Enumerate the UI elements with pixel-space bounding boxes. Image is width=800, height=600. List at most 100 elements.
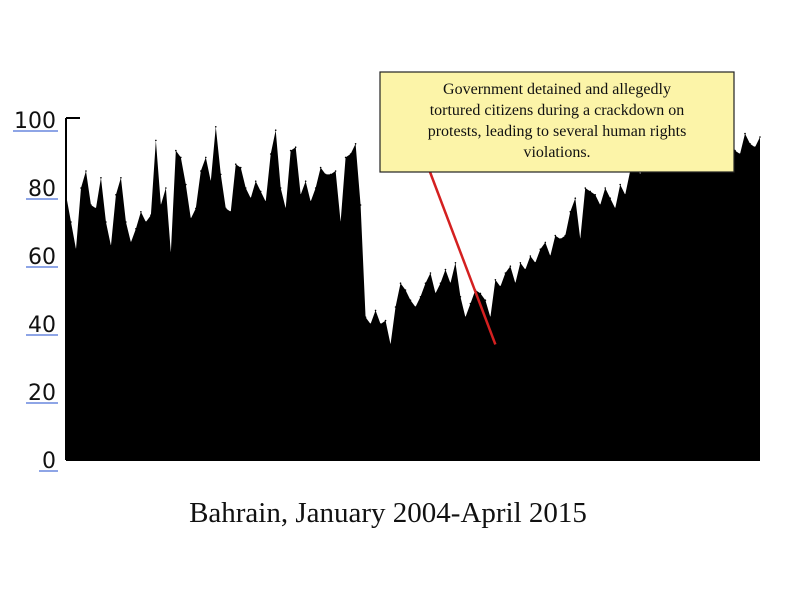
data-point-2009-12 <box>419 296 422 298</box>
annotation-line-1: Government detained and allegedly <box>443 81 671 98</box>
data-point-2013-04 <box>619 183 621 186</box>
data-point-2012-01 <box>544 241 547 244</box>
data-point-2004-08 <box>100 177 102 179</box>
data-point-2010-08 <box>459 296 462 298</box>
data-point-2005-02 <box>130 241 132 244</box>
data-point-2009-05 <box>384 319 387 322</box>
data-point-2005-05 <box>145 221 147 223</box>
data-point-2010-10 <box>469 302 472 305</box>
data-point-undefined <box>749 143 751 145</box>
data-point-2012-11 <box>594 194 597 196</box>
data-point-2010-03 <box>434 292 437 295</box>
data-point-2008-02 <box>309 200 312 203</box>
data-point-2012-07 <box>574 197 577 199</box>
data-point-2009-08 <box>399 282 402 285</box>
annotation: Government detained and allegedly torture… <box>379 71 735 345</box>
y-tick-label-20: 20 <box>28 381 56 406</box>
data-point-2009-11 <box>414 306 417 308</box>
data-point-2004-06 <box>90 204 92 206</box>
data-point-2011-05 <box>504 272 507 274</box>
data-point-2007-03 <box>254 180 257 182</box>
chart-title: Bahrain, January 2004-April 2015 <box>189 497 587 529</box>
data-point-2010-04 <box>439 282 442 285</box>
annotation-line-2: tortured citizens during a crackdown on <box>430 102 685 119</box>
data-point-2008-07 <box>334 170 337 172</box>
data-point-2010-06 <box>449 282 452 285</box>
data-point-2012-08 <box>579 238 582 240</box>
data-point-2012-04 <box>559 238 562 240</box>
data-point-2012-02 <box>549 255 552 257</box>
data-point-2012-06 <box>569 211 572 213</box>
data-point-2004-09 <box>105 221 107 223</box>
data-point-2009-03 <box>374 309 377 312</box>
annotation-text: Government detained and allegedly torture… <box>428 81 687 161</box>
data-point-2011-08 <box>519 262 522 264</box>
data-point-2011-04 <box>499 285 502 288</box>
annotation-line-4: violations. <box>523 144 590 161</box>
data-point-2009-06 <box>389 343 392 346</box>
data-point-2011-01 <box>484 299 487 302</box>
data-point-2011-11 <box>534 262 537 264</box>
data-point-2004-10 <box>110 245 112 247</box>
data-point-2004-05 <box>85 170 87 172</box>
data-point-2008-11 <box>354 143 357 145</box>
data-point-2008-06 <box>329 173 332 176</box>
data-point-2004-02 <box>70 221 72 223</box>
data-point-2009-09 <box>404 289 407 291</box>
data-point-2004-03 <box>75 248 77 250</box>
data-point-2005-08 <box>160 204 162 206</box>
data-point-2009-01 <box>364 316 367 319</box>
data-point-2009-10 <box>409 299 412 302</box>
data-point-2010-09 <box>464 316 467 319</box>
data-point-2011-10 <box>529 255 532 257</box>
data-point-2005-09 <box>165 187 167 189</box>
data-point-2013-08 <box>639 173 641 176</box>
series-area-path <box>66 120 760 460</box>
data-point-2004-01 <box>65 194 67 196</box>
data-point-2005-04 <box>140 211 142 213</box>
data-point-2007-01 <box>244 187 247 189</box>
y-tick-label-80: 80 <box>28 177 56 202</box>
data-point-2005-01 <box>125 221 127 223</box>
data-point-2005-11 <box>175 149 177 152</box>
data-point-2005-12 <box>180 156 182 159</box>
data-point-undefined <box>754 146 756 148</box>
y-tick-label-60: 60 <box>28 245 56 270</box>
data-point-2008-12 <box>359 204 362 206</box>
data-point-2004-07 <box>95 207 97 210</box>
data-point-2013-03 <box>614 207 617 210</box>
data-point-2011-03 <box>494 279 497 281</box>
data-point-2011-12 <box>539 248 542 250</box>
data-point-2007-02 <box>249 197 252 199</box>
data-point-2006-05 <box>205 156 207 159</box>
data-point-2008-04 <box>319 166 322 169</box>
data-point-2005-10 <box>170 251 172 254</box>
data-point-2008-01 <box>304 180 307 182</box>
data-point-2012-09 <box>584 187 587 189</box>
data-point-2010-05 <box>444 268 447 271</box>
annotation-line-3: protests, leading to several human right… <box>428 123 687 140</box>
y-tick-labels: 0 20 40 60 80 100 <box>13 109 58 474</box>
data-point-2005-03 <box>135 228 137 230</box>
data-point-2006-11 <box>234 163 237 165</box>
data-point-2007-04 <box>259 190 262 193</box>
data-point-2010-12 <box>479 292 482 295</box>
data-point-2005-06 <box>150 214 152 216</box>
data-point-2010-07 <box>454 262 457 264</box>
data-point-2004-12 <box>120 177 122 179</box>
annotation-box <box>379 71 735 173</box>
data-point-2007-12 <box>299 194 302 196</box>
data-point-2012-12 <box>599 204 602 206</box>
data-point-2010-01 <box>424 282 427 285</box>
data-point-2009-07 <box>394 306 397 308</box>
data-point-2010-02 <box>429 272 432 274</box>
data-point-2011-02 <box>489 316 492 319</box>
data-point-2004-04 <box>80 187 82 189</box>
data-point-2015-03 <box>734 149 736 152</box>
data-point-2009-04 <box>379 323 382 325</box>
data-point-2007-05 <box>264 200 267 203</box>
data-point-2006-01 <box>185 183 187 186</box>
data-point-2006-12 <box>239 166 242 169</box>
data-point-2008-05 <box>324 173 327 176</box>
